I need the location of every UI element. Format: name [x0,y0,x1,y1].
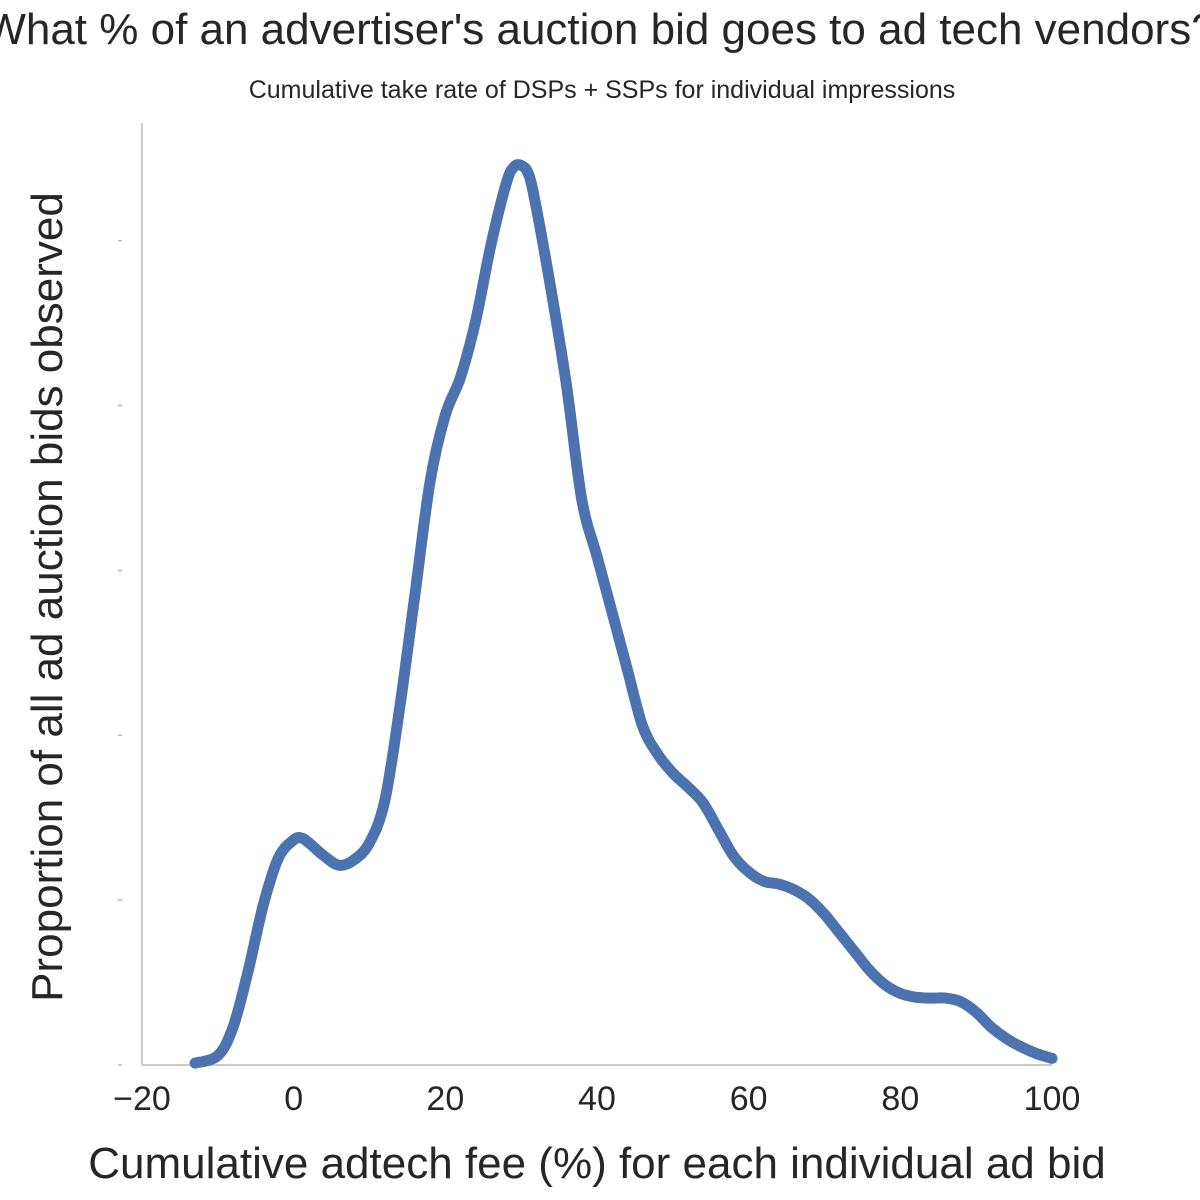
x-tick-label: 40 [578,1080,616,1118]
x-tick-label: 60 [730,1080,768,1118]
x-tick-label: 80 [881,1080,919,1118]
density-curve [189,159,1058,1069]
x-tick-label: 20 [426,1080,464,1118]
y-axis-label: Proportion of all ad auction bids observ… [23,192,72,1002]
x-tick-label: 0 [284,1080,303,1118]
x-tick-label: −20 [113,1080,171,1118]
chart-title: What % of an advertiser's auction bid go… [0,5,1200,54]
x-axis-ticks: −20 0 20 40 60 80 100 [113,1080,1080,1118]
y-axis-ticks [118,240,122,1066]
x-axis-label: Cumulative adtech fee (%) for each indiv… [88,1139,1105,1188]
x-tick-label: 100 [1024,1080,1081,1118]
chart-subtitle: Cumulative take rate of DSPs + SSPs for … [249,76,956,104]
